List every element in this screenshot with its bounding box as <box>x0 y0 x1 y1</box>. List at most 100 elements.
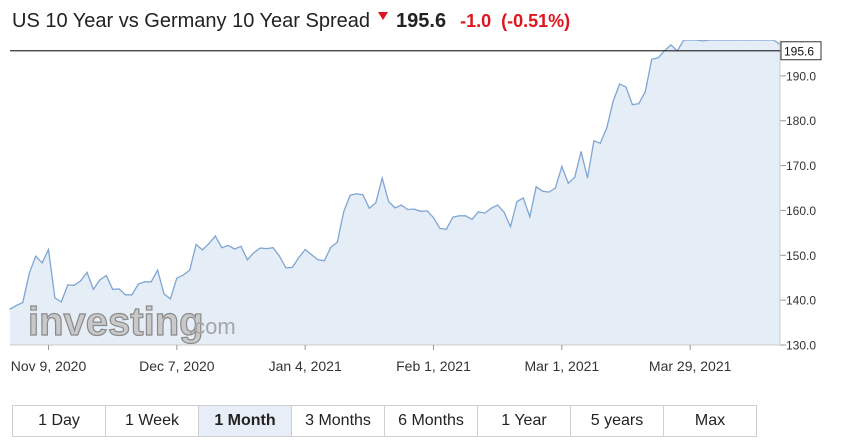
data-point <box>246 259 249 261</box>
data-point <box>445 228 447 230</box>
data-point <box>298 256 300 259</box>
data-point <box>452 216 454 218</box>
data-point <box>22 301 24 303</box>
data-point <box>105 274 107 277</box>
y-tick-label: 150.0 <box>786 249 816 263</box>
data-point <box>9 308 11 310</box>
data-point <box>137 283 139 285</box>
data-point <box>323 260 326 262</box>
data-point <box>214 235 216 237</box>
data-point <box>118 288 120 290</box>
range-3-months[interactable]: 3 Months <box>292 406 385 436</box>
watermark-brand: investing <box>28 300 204 344</box>
investing-watermark: investing .com <box>27 299 236 344</box>
data-point <box>368 207 370 209</box>
data-point <box>86 271 88 273</box>
data-point <box>144 281 146 283</box>
data-point <box>73 284 75 286</box>
data-point <box>99 279 101 281</box>
data-point <box>541 190 544 192</box>
data-point <box>477 211 480 213</box>
data-point <box>772 40 775 41</box>
data-point <box>689 40 691 41</box>
data-point <box>272 247 274 249</box>
data-point <box>54 297 56 299</box>
data-point <box>509 225 512 228</box>
data-point <box>420 210 422 212</box>
data-point <box>266 247 268 250</box>
watermark-suffix: .com <box>188 314 236 339</box>
series-area <box>10 40 780 345</box>
x-tick-label: Mar 29, 2021 <box>649 358 732 374</box>
data-point <box>330 246 332 248</box>
data-point <box>580 151 582 153</box>
data-point <box>747 40 749 41</box>
data-point <box>618 83 621 85</box>
x-axis: Nov 9, 2020 Dec 7, 2020 Jan 4, 2021 Feb 1, … <box>10 344 780 374</box>
data-point <box>112 288 114 290</box>
x-tick-label: Dec 7, 2020 <box>139 358 215 374</box>
data-point <box>721 40 723 41</box>
data-point <box>490 207 492 209</box>
range-1-month[interactable]: 1 Month <box>199 406 292 436</box>
data-point <box>35 255 37 257</box>
range-6-months[interactable]: 6 Months <box>385 406 478 436</box>
data-point <box>285 267 287 269</box>
data-point <box>227 244 229 247</box>
data-point <box>644 90 646 93</box>
data-point <box>413 208 415 210</box>
data-point <box>310 254 313 256</box>
data-point <box>259 247 261 249</box>
data-point <box>734 40 736 41</box>
data-point <box>304 248 306 251</box>
data-point <box>471 218 473 221</box>
range-1-week[interactable]: 1 Week <box>106 406 199 436</box>
data-point <box>131 294 133 296</box>
range-1-day[interactable]: 1 Day <box>13 406 106 436</box>
data-point <box>464 215 467 217</box>
y-tick-label: 190.0 <box>786 69 816 83</box>
instrument-header: US 10 Year vs Germany 10 Year Spread 195… <box>12 6 570 36</box>
data-point <box>638 103 640 105</box>
data-point <box>60 301 62 303</box>
data-point <box>381 177 383 179</box>
x-tick-label: Feb 1, 2021 <box>396 358 471 374</box>
data-point <box>574 176 576 178</box>
price-change: -1.0 <box>460 10 492 31</box>
data-point <box>529 216 531 218</box>
instrument-title: US 10 Year vs Germany 10 Year Spread <box>12 9 371 32</box>
data-point <box>195 243 197 246</box>
data-point <box>362 194 364 196</box>
range-5-years[interactable]: 5 years <box>571 406 664 436</box>
last-price: 195.6 <box>396 9 447 32</box>
range-1-year[interactable]: 1 Year <box>478 406 571 436</box>
data-point <box>15 304 18 307</box>
price-change-percent: (-0.51%) <box>501 10 571 31</box>
data-point <box>92 288 95 290</box>
data-point <box>548 191 550 193</box>
data-point <box>516 200 518 203</box>
data-point <box>740 40 743 41</box>
data-point <box>612 100 614 102</box>
time-range-selector: 1 Day 1 Week 1 Month 3 Months 6 Months 1… <box>12 405 757 437</box>
data-point <box>586 177 589 179</box>
data-point <box>426 210 428 212</box>
data-point <box>400 204 403 206</box>
data-point <box>497 204 499 206</box>
data-point <box>651 58 653 60</box>
last-value-box <box>780 41 822 61</box>
range-max[interactable]: Max <box>694 412 726 429</box>
data-point <box>182 274 184 276</box>
data-point <box>561 165 563 168</box>
plot-area <box>9 40 781 345</box>
data-point <box>201 249 204 251</box>
data-point <box>317 259 319 261</box>
data-point <box>79 280 82 282</box>
spread-chart[interactable]: investing .com 130.0 140.0 150.0 160.0 170.0… <box>0 40 850 380</box>
data-point <box>760 40 762 41</box>
data-point <box>766 40 768 41</box>
y-tick-label: 140.0 <box>786 294 816 308</box>
data-point <box>47 248 50 251</box>
data-point <box>375 202 377 204</box>
data-point <box>503 211 505 213</box>
